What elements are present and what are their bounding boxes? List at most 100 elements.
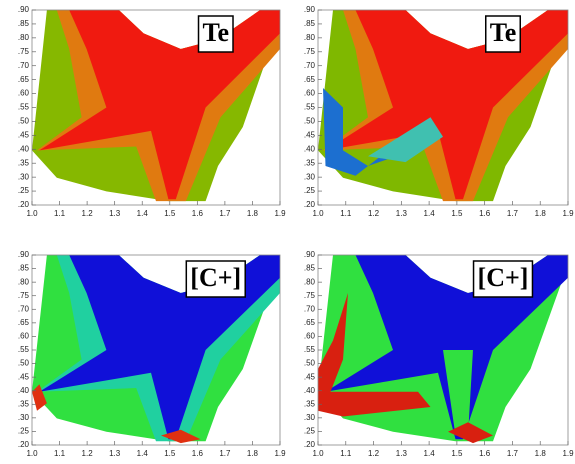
- y-tick-label: .65: [304, 75, 316, 84]
- y-tick-label: .70: [304, 61, 316, 70]
- x-tick-label: 1.5: [451, 449, 463, 458]
- x-tick-label: 1.6: [479, 449, 491, 458]
- y-tick-label: .50: [304, 359, 316, 368]
- y-tick-label: .30: [304, 172, 316, 181]
- y-tick-label: .65: [304, 318, 316, 327]
- contour-region: [39, 10, 281, 200]
- y-tick-label: .80: [304, 33, 316, 42]
- x-tick-label: 1.6: [192, 449, 204, 458]
- y-tick-label: .20: [304, 440, 316, 449]
- annotation-box: [197, 15, 234, 53]
- x-tick-label: 1.3: [109, 209, 121, 218]
- x-tick-label: 1.6: [192, 209, 204, 218]
- x-tick-label: 1.0: [26, 449, 38, 458]
- x-tick-label: 1.3: [396, 449, 408, 458]
- y-tick-label: .20: [18, 440, 30, 449]
- x-tick-label: 1.1: [54, 449, 66, 458]
- annotation-box: [185, 260, 246, 298]
- y-tick-label: .35: [304, 158, 316, 167]
- contour-region: [39, 255, 281, 440]
- y-tick-label: .60: [304, 89, 316, 98]
- y-tick-label: .35: [18, 158, 30, 167]
- annotation: [C+]: [190, 263, 241, 292]
- x-tick-label: 1.9: [274, 209, 286, 218]
- y-tick-label: .25: [18, 427, 30, 436]
- x-tick-label: 1.4: [424, 449, 436, 458]
- y-tick-label: .75: [304, 291, 316, 300]
- x-tick-label: 1.9: [274, 449, 286, 458]
- annotation-box: [472, 260, 534, 298]
- contour-region: [318, 293, 431, 417]
- y-tick-label: .70: [304, 304, 316, 313]
- x-tick-label: 1.3: [396, 209, 408, 218]
- y-tick-label: .90: [304, 250, 316, 259]
- y-tick-label: .85: [18, 264, 30, 273]
- y-tick-label: .80: [304, 277, 316, 286]
- y-tick-label: .80: [18, 33, 30, 42]
- y-tick-label: .90: [18, 250, 30, 259]
- panel: 1.0 1.1 1.2 1.3 1.4 1.5 1.6 1.7 1.8 1.9 .20 .25 .30.…: [304, 250, 574, 458]
- x-tick-label: 1.8: [535, 209, 547, 218]
- x-tick-label: 1.7: [219, 449, 231, 458]
- x-tick-label: 1.8: [247, 209, 259, 218]
- x-tick-label: 1.7: [507, 449, 519, 458]
- y-tick-label: .40: [18, 386, 30, 395]
- y-tick-label: .45: [304, 372, 316, 381]
- y-tick-label: .60: [18, 332, 30, 341]
- x-tick-label: 1.5: [164, 449, 176, 458]
- y-tick-label: .20: [304, 200, 316, 209]
- x-tick-label: 1.5: [164, 209, 176, 218]
- x-tick-label: 1.7: [219, 209, 231, 218]
- x-tick-label: 1.7: [507, 209, 519, 218]
- annotation: Te: [490, 18, 517, 47]
- x-tick-label: 1.1: [340, 209, 352, 218]
- x-tick-label: 1.6: [479, 209, 491, 218]
- y-tick-label: .35: [304, 399, 316, 408]
- y-tick-label: .40: [18, 144, 30, 153]
- x-tick-label: 1.8: [247, 449, 259, 458]
- y-tick-label: .45: [18, 372, 30, 381]
- y-tick-label: .65: [18, 75, 30, 84]
- y-tick-label: .45: [18, 130, 30, 139]
- x-tick-label: 1.2: [82, 209, 94, 218]
- y-tick-label: .30: [304, 413, 316, 422]
- y-tick-label: .80: [18, 277, 30, 286]
- x-tick-label: 1.0: [312, 449, 324, 458]
- x-tick-label: 1.2: [82, 449, 94, 458]
- x-tick-label: 1.1: [54, 209, 66, 218]
- annotation-box: [485, 15, 521, 53]
- y-tick-label: .75: [18, 291, 30, 300]
- x-tick-label: 1.4: [137, 209, 149, 218]
- x-tick-label: 1.0: [26, 209, 38, 218]
- y-tick-label: .90: [18, 5, 30, 14]
- x-tick-label: 1.8: [535, 449, 547, 458]
- y-tick-label: .75: [304, 47, 316, 56]
- y-tick-label: .40: [304, 144, 316, 153]
- y-tick-label: .90: [304, 5, 316, 14]
- y-tick-label: .70: [18, 304, 30, 313]
- y-tick-label: .85: [304, 264, 316, 273]
- contour-region: [325, 10, 568, 200]
- y-tick-label: .55: [304, 103, 316, 112]
- contour-region: [443, 350, 473, 436]
- y-tick-label: .25: [304, 186, 316, 195]
- y-tick-label: .30: [18, 413, 30, 422]
- panel: 1.0 1.1 1.2 1.3 1.4 1.5 1.6 1.7 1.8 1.9 .20 .25 .30.…: [18, 250, 286, 458]
- y-tick-label: .45: [304, 130, 316, 139]
- contour-region: [161, 429, 201, 444]
- y-tick-label: .35: [18, 399, 30, 408]
- y-tick-label: .60: [304, 332, 316, 341]
- x-tick-label: 1.1: [340, 449, 352, 458]
- panel: 1.0 1.1 1.2 1.3 1.4 1.5 1.6 1.7 1.8 1.9 .20 .25 .30.…: [304, 5, 574, 218]
- x-tick-label: 1.9: [562, 449, 574, 458]
- y-tick-label: .50: [18, 359, 30, 368]
- y-tick-label: .60: [18, 89, 30, 98]
- y-tick-label: .85: [18, 19, 30, 28]
- y-tick-label: .50: [18, 117, 30, 126]
- contour-region: [323, 88, 431, 176]
- y-tick-label: .65: [18, 318, 30, 327]
- contour-region: [368, 117, 443, 163]
- contour-region: [325, 255, 568, 440]
- x-tick-label: 1.2: [368, 209, 380, 218]
